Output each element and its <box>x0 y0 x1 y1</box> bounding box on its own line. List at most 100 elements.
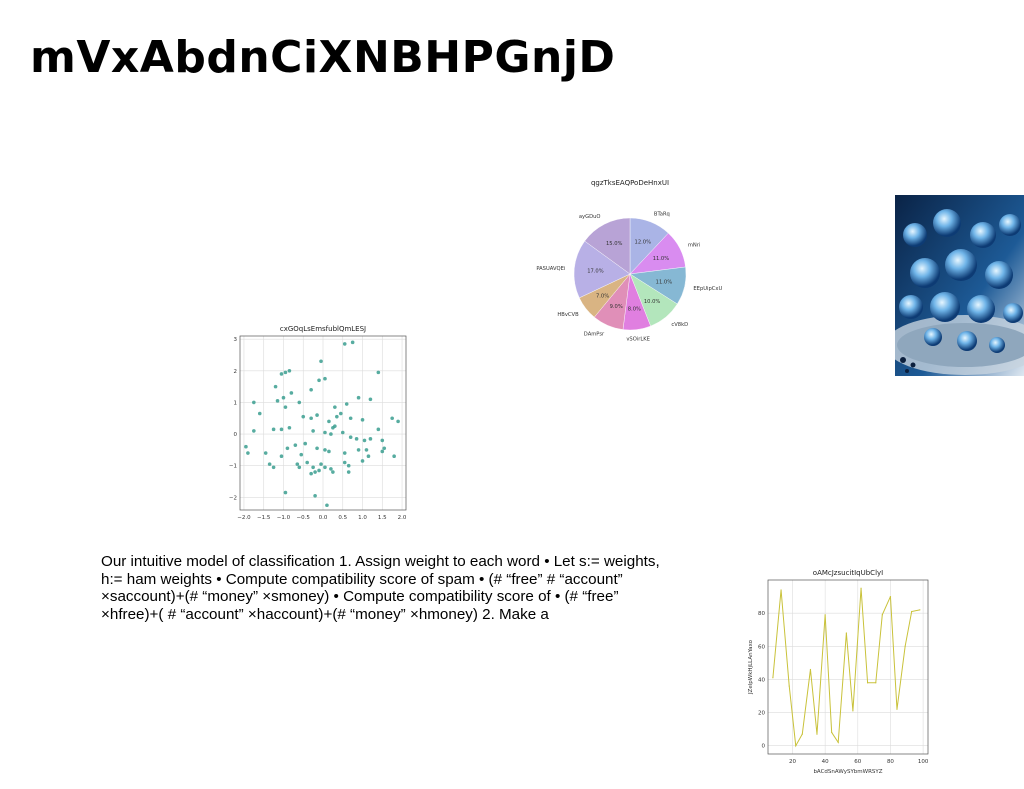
pie-slice <box>584 217 631 275</box>
pie-pct-label: 12.0% <box>635 240 652 246</box>
plot-frame <box>767 579 929 755</box>
line-point <box>919 609 921 611</box>
pie-pct-label: 8.0% <box>628 306 641 312</box>
scatter-point <box>317 468 321 473</box>
y-tick-label: 0 <box>762 744 766 750</box>
scatter-point <box>327 449 331 454</box>
scatter-point <box>263 451 268 455</box>
line-point <box>875 682 877 684</box>
pie-pct-label: 9.0% <box>610 304 623 310</box>
line-point <box>780 589 782 591</box>
series-line <box>772 588 920 748</box>
scatter-point <box>348 435 353 440</box>
scatter-point <box>396 419 400 424</box>
scatter-point <box>305 460 309 465</box>
pie-slice-label: ayGDuO <box>579 214 601 220</box>
pie-slice-label: EEpUipCxU <box>693 286 722 292</box>
slide-title: mVxAbdnCiXNBHPGnjD <box>30 32 616 83</box>
scatter-chart-svg: cxGOqLsEmsfublQmLESJ −2.0 −1.5 −1.0 −0.5 0.0 0… <box>229 325 407 521</box>
line-point <box>896 708 898 710</box>
scatter-point <box>279 427 284 432</box>
scatter-point <box>392 454 396 459</box>
scatter-point <box>323 376 327 381</box>
pie-slice-label: mNri <box>688 243 701 249</box>
pie-slice-label: DAmPsr <box>584 332 605 338</box>
line-point <box>860 587 862 589</box>
scatter-point <box>366 454 371 459</box>
scatter-point <box>331 425 335 430</box>
line-chart: oAMcJzsucitIqUbClyI 20 40 60 80 100 0 20 40 60 80 b… <box>746 564 936 784</box>
scatter-point <box>342 451 347 455</box>
crystal-photo-image <box>895 195 1024 376</box>
scatter-point <box>311 429 315 433</box>
line-point <box>881 614 883 616</box>
scatter-point <box>315 413 319 417</box>
scatter-point <box>301 414 306 419</box>
scatter-point <box>342 460 347 465</box>
y-tick-label: 20 <box>758 711 765 717</box>
scatter-point <box>335 414 339 419</box>
scatter-point <box>279 372 284 376</box>
scatter-point <box>283 370 288 375</box>
scatter-point <box>257 411 262 416</box>
pie-slice-label: vSOirLKE <box>626 336 650 342</box>
scatter-point <box>350 340 355 345</box>
scatter-point <box>362 438 367 443</box>
pie-pct-label: 17.0% <box>587 269 604 275</box>
scatter-point <box>319 359 323 364</box>
line-point <box>801 733 803 735</box>
scatter-point <box>380 438 385 443</box>
slide-body-text: Our intuitive model of classification 1.… <box>101 553 660 623</box>
scatter-point <box>293 443 298 447</box>
pie-slice <box>573 240 631 299</box>
scatter-point <box>342 342 347 346</box>
scatter-point <box>313 493 317 498</box>
scatter-point <box>382 446 387 451</box>
line-point <box>889 595 892 598</box>
scatter-point <box>376 427 381 432</box>
pie-slice-label: cV8kD <box>671 322 688 328</box>
x-tick-label: −2.0 <box>237 515 251 521</box>
scatter-point <box>346 470 351 474</box>
scatter-point <box>281 395 286 400</box>
scatter-point <box>390 416 394 421</box>
scatter-point <box>360 459 365 463</box>
pie-slice-label: BTaRq <box>654 212 670 218</box>
scatter-point <box>338 411 343 416</box>
scatter-point <box>348 416 353 421</box>
x-tick-label: −0.5 <box>297 515 311 521</box>
chart-title: cxGOqLsEmsfublQmLESJ <box>280 325 366 333</box>
x-tick-label: 1.0 <box>358 515 367 521</box>
y-tick-label: 1 <box>234 400 238 406</box>
scatter-point <box>267 462 272 466</box>
scatter-point <box>333 405 337 409</box>
scatter-point <box>299 452 304 457</box>
scatter-point <box>309 416 313 421</box>
y-tick-label: 60 <box>758 644 765 650</box>
scatter-point <box>364 448 369 452</box>
y-tick-label: −1 <box>229 464 237 470</box>
scatter-point <box>279 454 284 459</box>
chart-title: oAMcJzsucitIqUbClyI <box>813 569 883 577</box>
scatter-point <box>380 449 385 454</box>
line-point <box>904 645 906 647</box>
y-tick-label: 3 <box>234 337 238 343</box>
scatter-point <box>354 437 359 441</box>
x-tick-label: 2.0 <box>398 515 407 521</box>
line-chart-svg: oAMcJzsucitIqUbClyI 20 40 60 80 100 0 20 40 60 80 b… <box>748 569 929 775</box>
scatter-point <box>287 369 292 373</box>
x-tick-label: 20 <box>789 759 796 765</box>
pie-pct-label: 15.0% <box>606 241 623 247</box>
scatter-point <box>273 384 278 389</box>
scatter-point <box>313 470 317 474</box>
scatter-point <box>329 467 333 471</box>
x-tick-label: 100 <box>918 759 929 765</box>
scatter-point <box>356 448 361 452</box>
x-tick-label: 0.5 <box>338 515 347 521</box>
scatter-point <box>327 419 331 424</box>
pie-slice-label: HBvCVB <box>557 312 579 318</box>
scatter-point <box>376 370 381 375</box>
y-tick-label: −2 <box>229 495 237 501</box>
line-point <box>809 668 812 671</box>
pie-pct-label: 10.0% <box>644 299 661 305</box>
